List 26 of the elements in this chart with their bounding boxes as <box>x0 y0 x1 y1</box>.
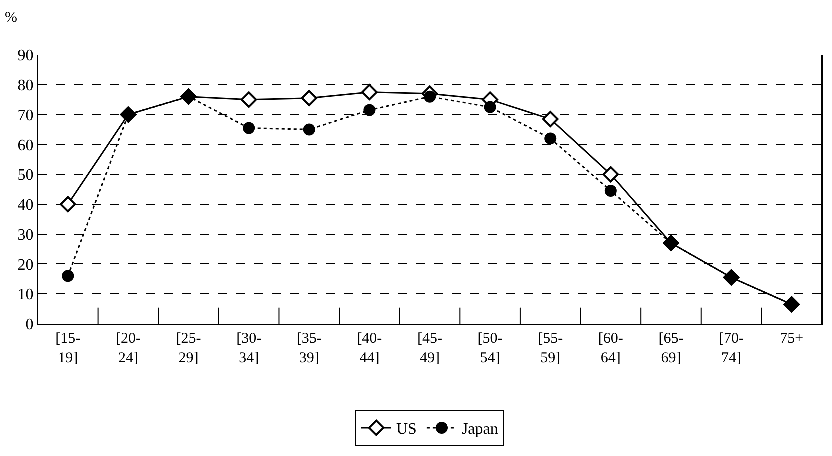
x-tick-label: [50- 54] <box>478 331 503 366</box>
y-tick-label: 80 <box>18 77 34 94</box>
x-tick-label: [60- 64] <box>598 331 624 366</box>
x-tick-label: 75+ <box>780 331 804 347</box>
x-tick-label: [40- 44] <box>357 331 382 366</box>
y-tick-label: 10 <box>18 286 34 304</box>
x-tick-label: [15- 19] <box>56 331 81 366</box>
x-tick-label: [55- 59] <box>538 331 564 366</box>
y-tick-label: 90 <box>18 48 34 65</box>
y-tick-label: 50 <box>18 167 34 184</box>
y-tick-label: 60 <box>18 137 34 154</box>
x-tick-label: [30- 34] <box>236 331 262 366</box>
x-tick-label: [65- 69] <box>658 331 684 366</box>
x-tick-label: [20- 24] <box>116 331 141 366</box>
y-tick-label: 30 <box>18 226 34 244</box>
x-tick-label: [45- 49] <box>418 331 442 366</box>
x-tick-label: [35- 39] <box>296 331 322 366</box>
y-tick-label: 70 <box>18 107 34 124</box>
legend-label: Japan <box>462 421 498 438</box>
y-tick-label: 0 <box>26 316 34 334</box>
y-axis-title: % <box>5 10 18 26</box>
x-tick-label: [70- 74] <box>719 331 744 366</box>
y-tick-label: 40 <box>18 197 34 214</box>
y-tick-label: 20 <box>18 256 34 274</box>
x-tick-label: [25- 29] <box>176 331 202 366</box>
legend-label: US <box>396 421 417 438</box>
